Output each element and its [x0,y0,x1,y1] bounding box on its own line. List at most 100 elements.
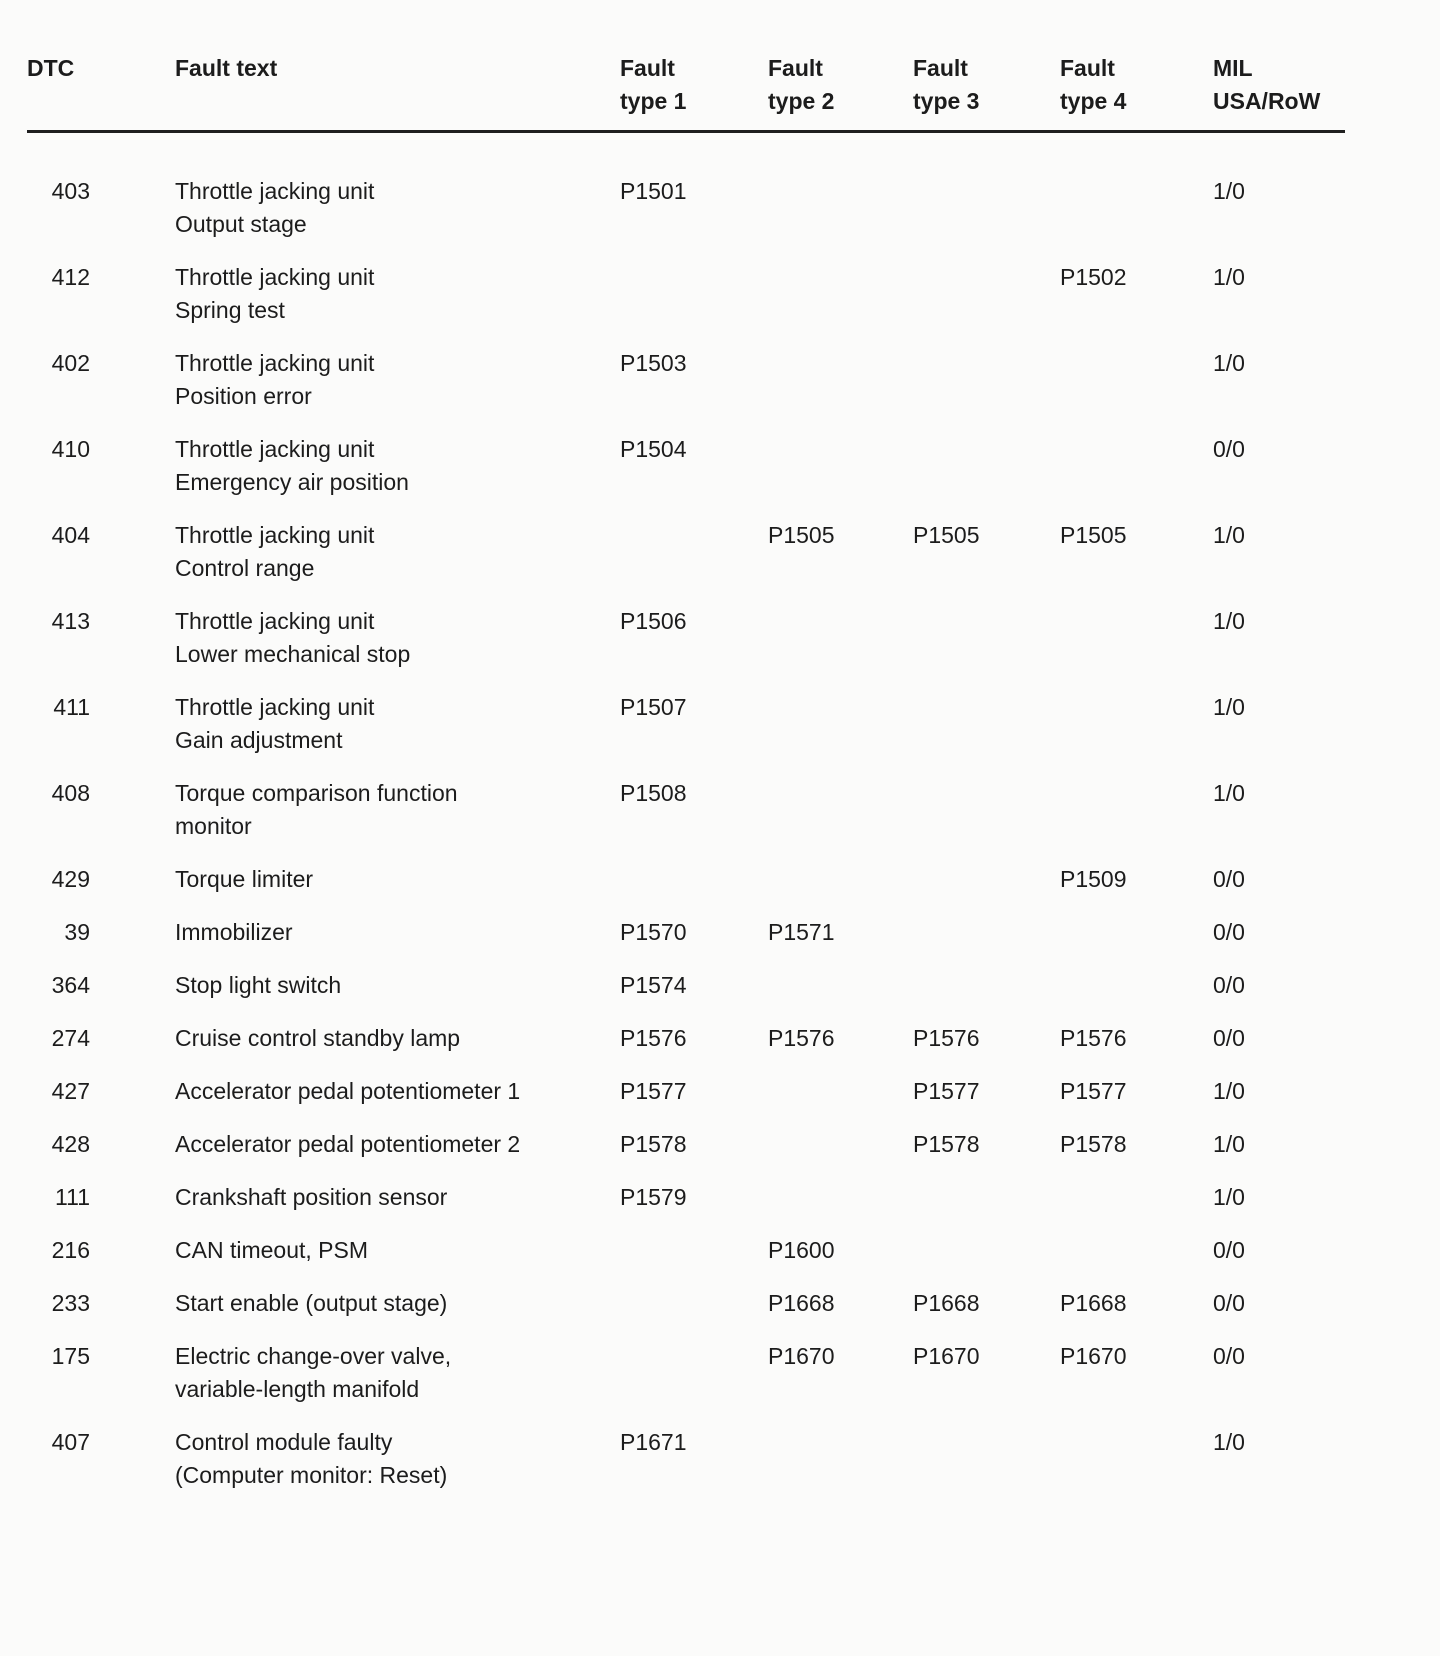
table-row: 412 Throttle jacking unit Spring test P1502… [27,261,1345,347]
fault-text-line: monitor [175,813,252,839]
fault-type-1-cell [620,261,768,347]
table-row: 216 CAN timeout, PSM P1600 0/0 [27,1234,1345,1287]
fault-type-2-cell: P1600 [768,1237,835,1263]
col-header-fault-type-1: Fault type 1 [620,52,768,133]
fault-text-cell: Torque limiter [175,863,620,916]
fault-text-cell: Cruise control standby lamp [175,1022,620,1075]
fault-type-2-cell [768,1181,913,1234]
table-row: 408 Torque comparison function monitor P150… [27,777,1345,863]
dtc-cell: 427 [51,1078,90,1104]
fault-type-3-cell [913,1426,1060,1512]
fault-type-1-cell [620,863,768,916]
fault-text-line: variable-length manifold [175,1376,420,1402]
fault-type-4-cell: P1578 [1060,1131,1127,1157]
dtc-cell: 111 [55,1184,90,1210]
fault-text-line: Accelerator pedal potentiometer 1 [175,1078,521,1104]
fault-type-3-cell [913,261,1060,347]
dtc-cell: 39 [64,919,90,945]
fault-text-line: Throttle jacking unit [175,608,375,634]
fault-type-3-cell [913,132,1060,262]
dtc-cell: 407 [51,1429,90,1455]
fault-type-2-cell [768,969,913,1022]
fault-type-1-cell: P1574 [620,972,687,998]
table-row: 403 Throttle jacking unit Output stage P150… [27,132,1345,262]
mil-cell: 0/0 [1213,1025,1245,1051]
mil-cell: 1/0 [1213,350,1245,376]
dtc-cell: 175 [51,1343,90,1369]
col-header-fault-type-3: Fault type 3 [913,52,1060,133]
col-header-fault-type-4: Fault type 4 [1060,52,1213,133]
fault-type-4-cell [1060,132,1213,262]
fault-type-2-cell: P1576 [768,1025,835,1051]
fault-type-3-cell [913,1234,1060,1287]
fault-type-1-cell: P1577 [620,1078,687,1104]
table-row: 413 Throttle jacking unit Lower mechanical… [27,605,1345,691]
dtc-cell: 402 [51,350,90,376]
fault-type-4-cell [1060,433,1213,519]
fault-type-3-cell [913,863,1060,916]
fault-type-2-cell [768,132,913,262]
fault-text-line: Start enable (output stage) [175,1290,448,1316]
table-row: 407 Control module faulty (Computer monito… [27,1426,1345,1512]
fault-type-2-cell [768,347,913,433]
fault-text-line: Throttle jacking unit [175,350,375,376]
col-header-mil-line2: USA/RoW [1213,88,1321,114]
fault-type-4-cell [1060,1426,1213,1512]
fault-type-1-cell [620,519,768,605]
dtc-cell: 364 [51,972,90,998]
fault-type-2-cell: P1571 [768,919,835,945]
fault-type-2-cell [768,691,913,777]
fault-text-cell: Accelerator pedal potentiometer 2 [175,1128,620,1181]
table-row: 233 Start enable (output stage) P1668 P1668… [27,1287,1345,1340]
fault-type-1-cell: P1671 [620,1429,687,1455]
fault-text-line: Cruise control standby lamp [175,1025,461,1051]
fault-type-4-cell [1060,969,1213,1022]
fault-type-2-cell [768,1426,913,1512]
dtc-cell: 274 [51,1025,90,1051]
fault-type-3-cell [913,433,1060,519]
col-header-mil: MIL USA/RoW [1213,52,1345,133]
mil-cell: 1/0 [1213,780,1245,806]
fault-text-cell: Electric change-over valve, variable-leng… [175,1340,620,1426]
mil-cell: 1/0 [1213,178,1245,204]
fault-type-3-cell [913,691,1060,777]
table-row: 364 Stop light switch P1574 0/0 [27,969,1345,1022]
fault-text-line: Torque limiter [175,866,314,892]
dtc-cell: 233 [51,1290,90,1316]
header-row: DTC Fault text Fault type 1 Fault type 2… [27,52,1345,133]
dtc-cell: 404 [51,522,90,548]
col-header-fault-type-3-line2: type 3 [913,88,980,114]
fault-type-3-cell: P1576 [913,1025,980,1051]
table-row: 411 Throttle jacking unit Gain adjustment P… [27,691,1345,777]
mil-cell: 1/0 [1213,264,1245,290]
table-row: 427 Accelerator pedal potentiometer 1 P157… [27,1075,1345,1128]
fault-text-line: Torque comparison function [175,780,458,806]
fault-type-1-cell: P1506 [620,608,687,634]
fault-text-cell: Stop light switch [175,969,620,1022]
mil-cell: 1/0 [1213,522,1245,548]
fault-text-cell: Throttle jacking unit Control range [175,519,620,605]
fault-text-cell: Throttle jacking unit Spring test [175,261,620,347]
fault-text-line: Throttle jacking unit [175,694,375,720]
fault-type-2-cell [768,433,913,519]
fault-type-4-cell: P1576 [1060,1025,1127,1051]
table-row: 428 Accelerator pedal potentiometer 2 P157… [27,1128,1345,1181]
fault-type-3-cell [913,916,1060,969]
fault-type-4-cell [1060,1181,1213,1234]
mil-cell: 0/0 [1213,436,1245,462]
col-header-fault-text-line1: Fault text [175,55,278,81]
fault-type-3-cell: P1577 [913,1078,980,1104]
col-header-fault-type-1-line1: Fault [620,55,675,81]
mil-cell: 1/0 [1213,1429,1245,1455]
fault-type-3-cell [913,605,1060,691]
col-header-fault-type-3-line1: Fault [913,55,968,81]
fault-text-cell: Throttle jacking unit Lower mechanical st… [175,605,620,691]
mil-cell: 1/0 [1213,694,1245,720]
col-header-dtc-line1: DTC [27,55,75,81]
fault-text-line: Lower mechanical stop [175,641,411,667]
fault-text-cell: Start enable (output stage) [175,1287,620,1340]
fault-type-2-cell [768,1128,913,1181]
fault-text-line: Throttle jacking unit [175,522,375,548]
fault-text-line: CAN timeout, PSM [175,1237,368,1263]
